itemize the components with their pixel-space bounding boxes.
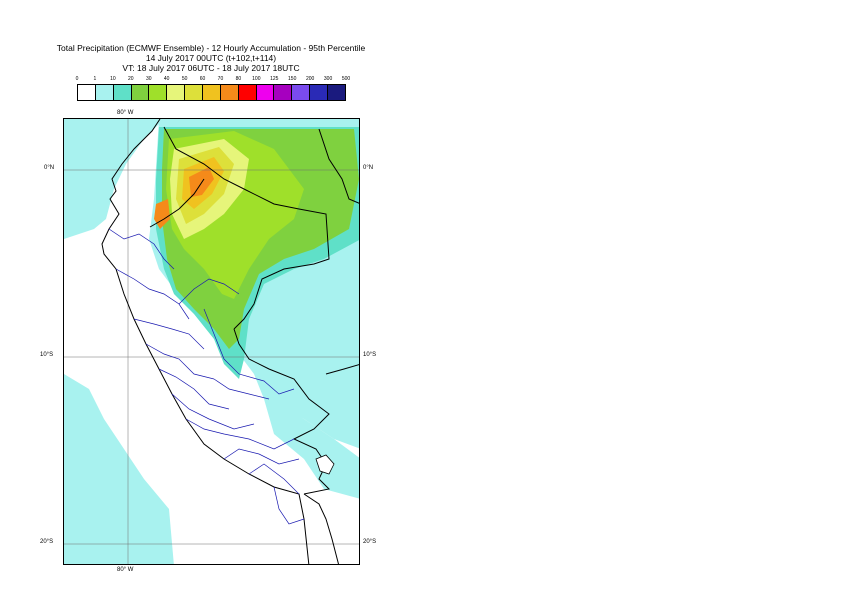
legend-tick-60: 60 [199,76,206,82]
color-legend: 0 1 10 20 30 40 50 60 70 80 100 125 150 200 300 500 [75,76,351,102]
legend-tick-125: 125 [270,76,279,82]
title-main: Total Precipitation (ECMWF Ensemble) - 1… [56,43,366,53]
legend-tick-70: 70 [217,76,224,82]
precip-area-70mm-south [154,199,170,229]
lat-label-left-10S: 10°S [40,352,54,358]
border-bolivia-chile [303,493,339,564]
legend-tick-500: 500 [341,76,351,82]
legend-swatch-1 [95,85,114,100]
legend-swatch-11 [274,85,293,100]
legend-color-bar [77,84,346,101]
legend-swatch-6 [185,85,204,100]
legend-swatch-2 [113,85,132,100]
legend-swatch-4 [149,85,168,100]
legend-tick-30: 30 [145,76,152,82]
legend-tick-labels: 0 1 10 20 30 40 50 60 70 80 100 125 150 200 300 500 [75,76,351,84]
precip-area-1mm-south-tongue [264,399,359,499]
precip-area-1mm-ocean-south [64,374,174,564]
legend-tick-200: 200 [305,76,315,82]
lon-label-bottom: 80° W [117,567,134,573]
legend-swatch-13 [310,85,329,100]
precip-area-1mm-ocean-north [64,119,164,239]
legend-swatch-12 [292,85,311,100]
lat-label-left-0N: 0°N [44,165,55,171]
legend-swatch-8 [220,85,239,100]
legend-tick-40: 40 [163,76,170,82]
border-ecuador-peru [149,178,205,228]
regional-boundaries [108,228,305,525]
legend-tick-50: 50 [181,76,188,82]
precipitation-map [63,118,360,565]
legend-swatch-5 [167,85,186,100]
legend-tick-20: 20 [128,76,134,82]
legend-tick-100: 100 [252,76,261,82]
lon-label-top: 80° W [117,110,134,116]
legend-tick-1: 1 [93,76,97,82]
lat-label-right-20S: 20°S [363,539,377,545]
title-base-time: 14 July 2017 00UTC (t+102,t+114) [145,53,277,63]
legend-tick-80: 80 [235,76,242,82]
title-valid-time: VT: 18 July 2017 06UTC - 18 July 2017 18… [122,63,300,73]
lat-label-left-20S: 20°S [40,539,54,545]
title-block: Total Precipitation (ECMWF Ensemble) - 1… [0,43,422,73]
legend-tick-150: 150 [288,76,297,82]
legend-swatch-10 [256,85,275,100]
legend-swatch-0 [78,85,96,100]
legend-tick-10: 10 [110,76,116,82]
border-peru-brazil-south [233,328,331,495]
legend-swatch-3 [131,85,150,100]
legend-swatch-9 [238,85,257,100]
legend-swatch-14 [328,85,345,100]
legend-tick-0: 0 [75,76,79,82]
lat-label-right-0N: 0°N [363,165,374,171]
lake-titicaca [315,454,335,475]
lat-label-right-10S: 10°S [363,352,377,358]
legend-tick-300: 300 [323,76,333,82]
map-canvas [64,119,359,564]
border-colombia-ecuador-peru [163,126,330,330]
border-southeast [325,364,359,375]
border-brazil-east [318,128,359,204]
legend-swatch-7 [203,85,221,100]
